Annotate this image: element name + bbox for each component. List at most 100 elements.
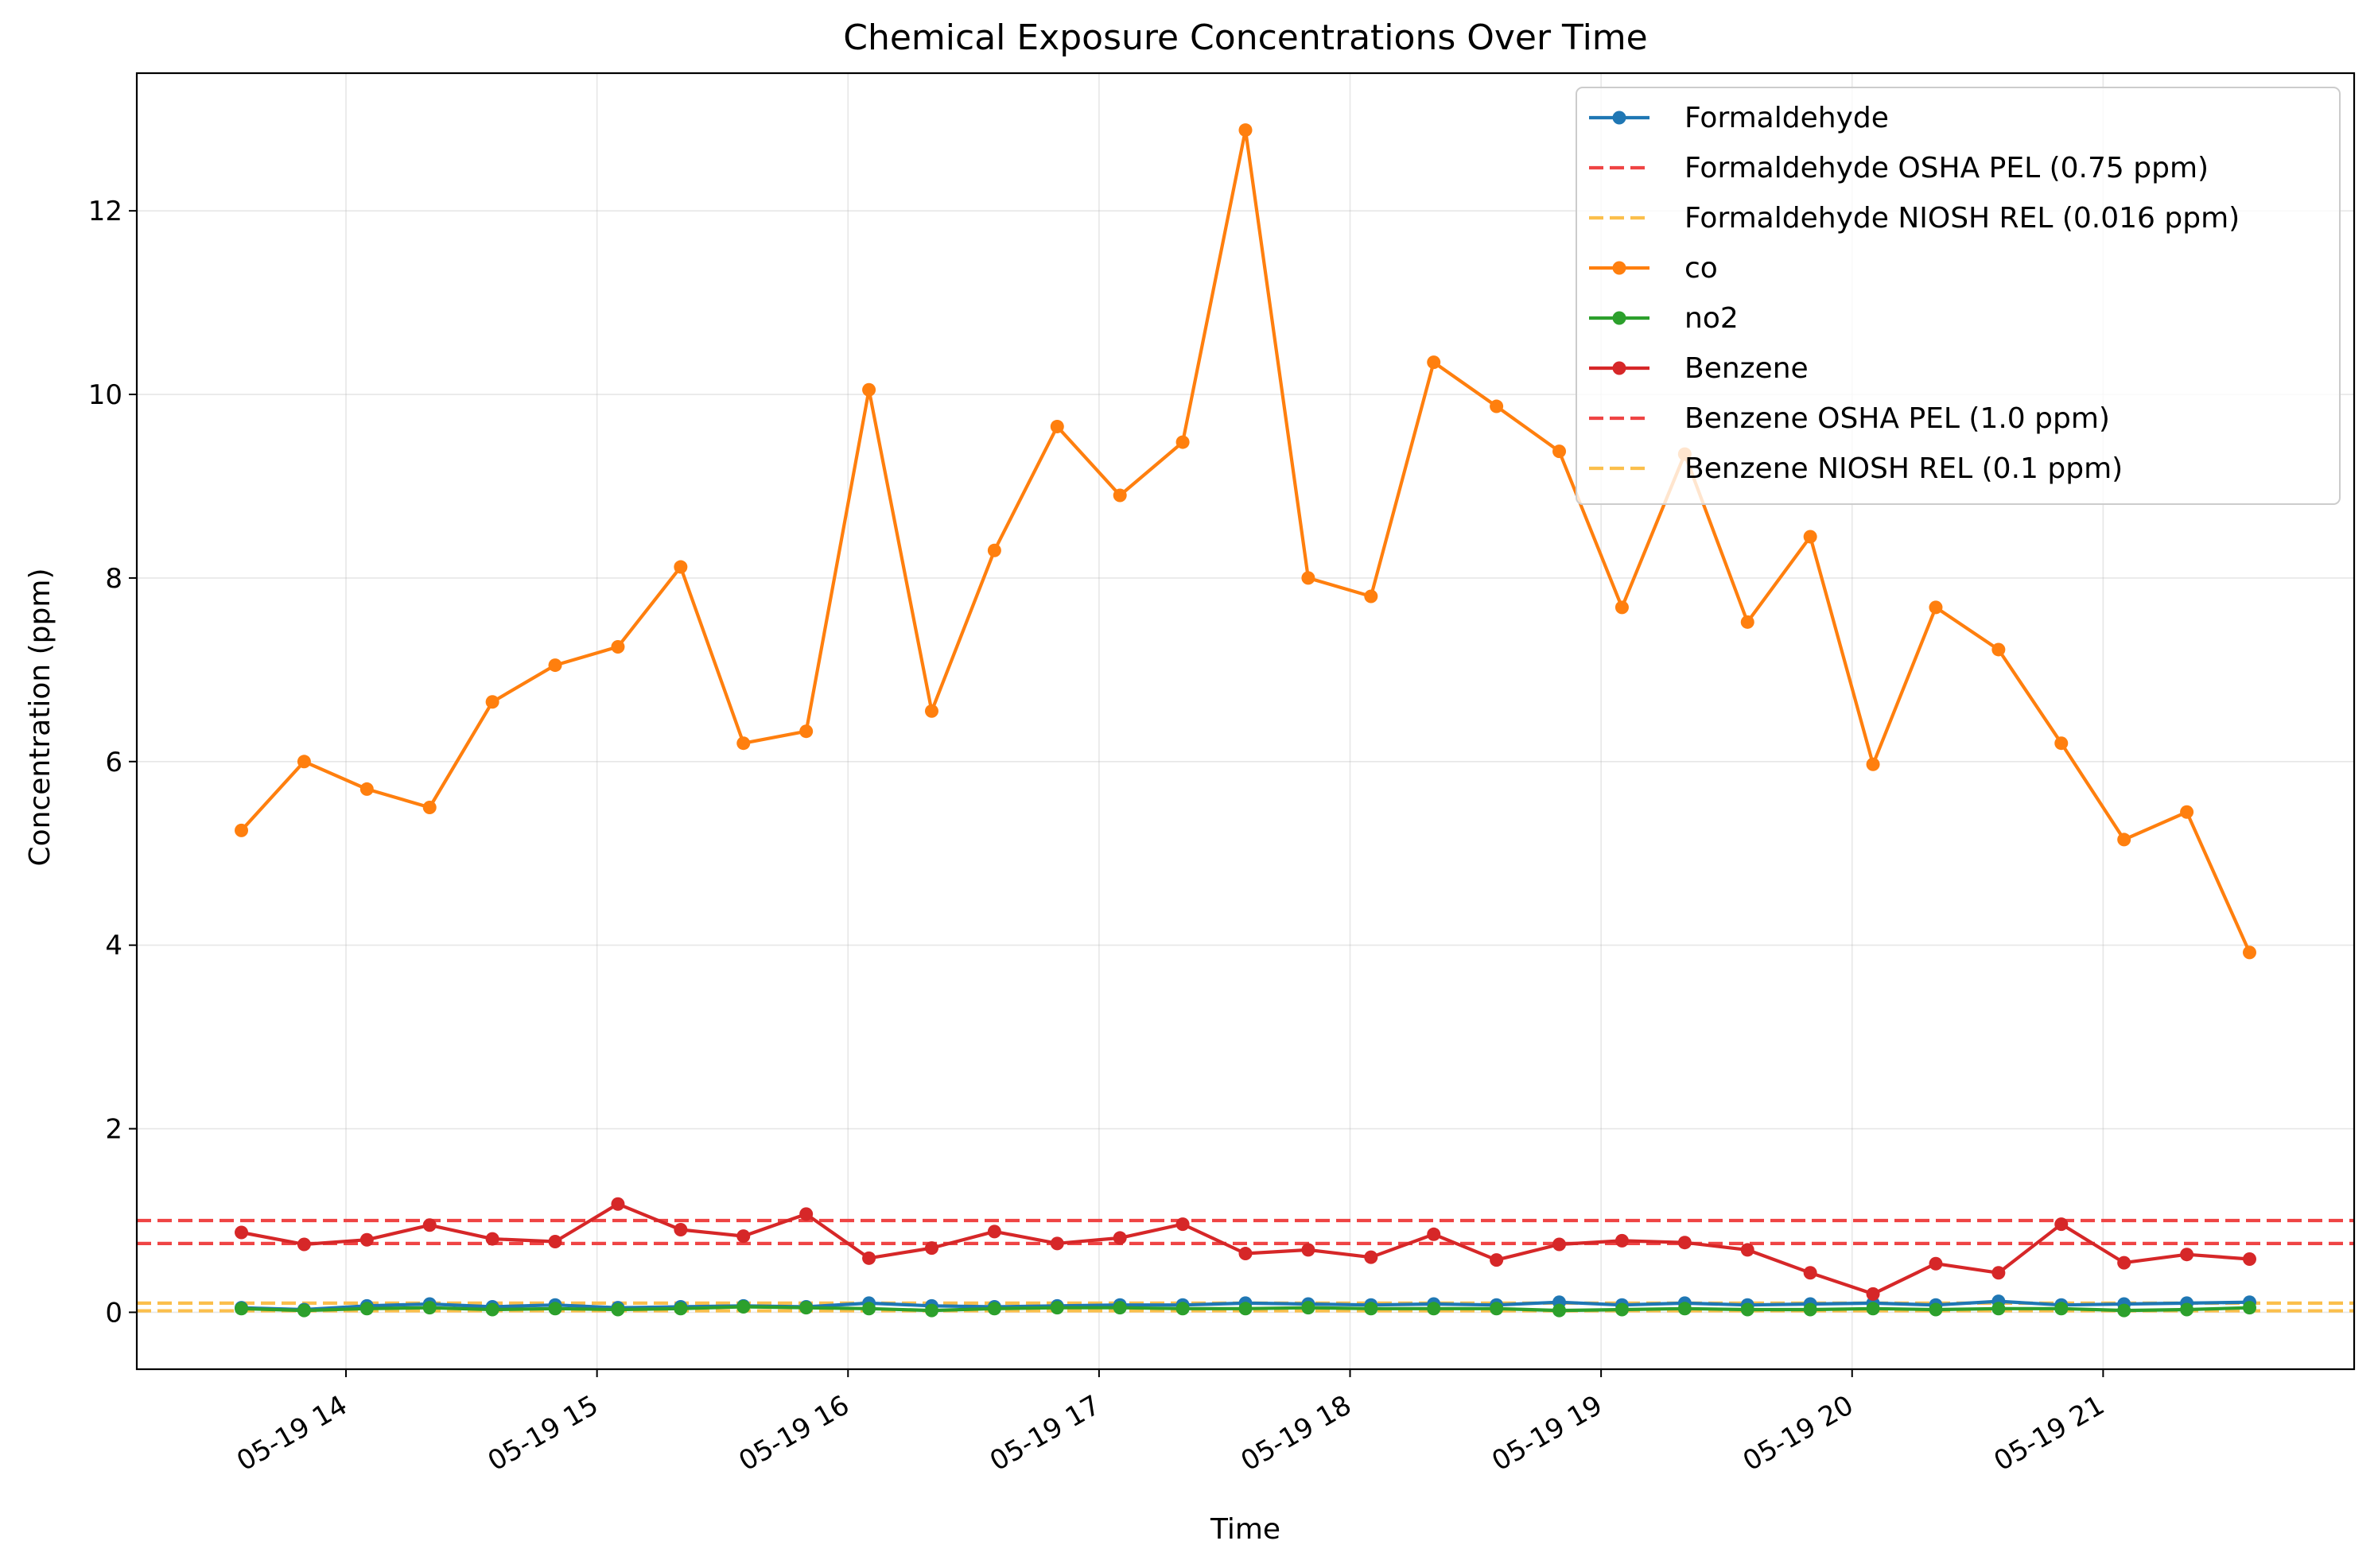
data-point (1490, 1302, 1504, 1316)
legend-label: no2 (1684, 302, 1739, 335)
data-point (235, 823, 249, 837)
data-point (1427, 355, 1441, 370)
data-point (611, 639, 625, 654)
data-point (2180, 805, 2194, 819)
data-point (2117, 1303, 2131, 1318)
data-point (611, 1302, 625, 1317)
data-point (2054, 736, 2069, 751)
data-point (1614, 1302, 1629, 1317)
data-point (1175, 435, 1190, 449)
x-axis-label: Time (1210, 1513, 1280, 1546)
data-point (548, 1302, 562, 1316)
data-point (987, 1302, 1001, 1316)
data-point (1301, 1243, 1315, 1257)
legend-marker (1612, 261, 1626, 275)
data-point (1238, 1302, 1253, 1316)
legend-label: co (1684, 252, 1718, 285)
legend-item: Formaldehyde (1589, 102, 1889, 134)
data-point (422, 801, 437, 815)
data-point (1490, 1253, 1504, 1267)
legend: Formaldehyde Formaldehyde OSHA PEL (0.75 … (1576, 87, 2341, 505)
data-point (485, 695, 499, 709)
data-point (1991, 642, 2006, 657)
data-point (1238, 123, 1253, 138)
data-point (1490, 399, 1504, 413)
plot-frame (135, 72, 2356, 1371)
legend-item: Formaldehyde OSHA PEL (0.75 ppm) (1589, 152, 2209, 184)
data-point (1991, 1302, 2006, 1316)
data-point (2180, 1248, 2194, 1262)
data-point (359, 1232, 374, 1247)
data-point (1301, 571, 1315, 585)
legend-label: Benzene (1684, 352, 1809, 385)
legend-item: Benzene (1589, 352, 1809, 385)
data-point (799, 724, 814, 739)
legend-label: Benzene NIOSH REL (0.1 ppm) (1684, 452, 2123, 485)
data-point (235, 1302, 249, 1316)
data-point (1803, 530, 1817, 544)
data-point (485, 1232, 499, 1246)
data-point (1740, 1243, 1754, 1257)
legend-item: Benzene NIOSH REL (0.1 ppm) (1589, 452, 2123, 485)
data-point (2054, 1217, 2069, 1232)
legend-item: Formaldehyde NIOSH REL (0.016 ppm) (1589, 202, 2240, 235)
data-point (736, 1300, 751, 1314)
data-point (1740, 615, 1754, 629)
data-point (359, 1302, 374, 1316)
legend-item: co (1589, 252, 1718, 285)
legend-box (1576, 87, 2341, 505)
data-point (674, 560, 688, 574)
legend-item: no2 (1589, 302, 1739, 335)
data-point (924, 704, 938, 718)
data-point (1866, 757, 1880, 771)
data-point (1364, 589, 1378, 604)
legend-marker (1612, 111, 1626, 125)
data-point (2117, 1256, 2131, 1270)
data-point (2117, 833, 2131, 847)
series-co (235, 123, 2256, 960)
data-point (1866, 1287, 1880, 1301)
data-point (1929, 600, 1943, 615)
data-point (1427, 1227, 1441, 1241)
data-point (1364, 1302, 1378, 1316)
data-point (1552, 1303, 1567, 1318)
legend-label: Formaldehyde NIOSH REL (0.016 ppm) (1684, 202, 2240, 235)
data-point (1677, 1302, 1692, 1316)
data-point (1740, 1302, 1754, 1317)
data-point (2242, 945, 2256, 960)
data-point (1427, 1302, 1441, 1316)
data-point (799, 1301, 814, 1315)
legend-label: Formaldehyde (1684, 102, 1889, 134)
data-point (2242, 1252, 2256, 1266)
data-point (1991, 1266, 2006, 1280)
data-point (1929, 1256, 1943, 1271)
data-point (862, 1251, 876, 1265)
data-point (2180, 1302, 2194, 1317)
data-point (862, 382, 876, 397)
data-point (1552, 444, 1567, 459)
legend-item: Benzene OSHA PEL (1.0 ppm) (1589, 402, 2110, 435)
y-tick-label: 6 (105, 747, 122, 778)
data-point (1677, 1236, 1692, 1250)
data-point (736, 1229, 751, 1244)
data-point (2054, 1302, 2069, 1316)
y-tick-label: 12 (88, 196, 122, 227)
data-point (422, 1218, 437, 1232)
data-point (1050, 419, 1064, 433)
data-point (297, 1303, 311, 1318)
data-point (1050, 1236, 1064, 1251)
data-point (2242, 1301, 2256, 1315)
data-point (924, 1303, 938, 1318)
data-point (485, 1302, 499, 1317)
legend-marker (1612, 311, 1626, 325)
data-point (1803, 1302, 1817, 1317)
data-point (1301, 1301, 1315, 1315)
data-point (1238, 1247, 1253, 1261)
y-tick-label: 0 (105, 1297, 122, 1329)
data-point (1614, 1233, 1629, 1248)
data-point (1050, 1301, 1064, 1315)
data-point (1113, 1231, 1127, 1245)
data-point (1614, 600, 1629, 615)
data-point (235, 1225, 249, 1240)
